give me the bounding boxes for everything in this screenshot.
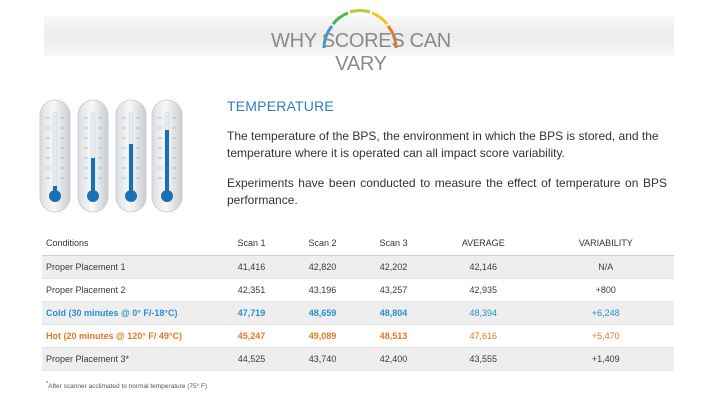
scan-cell: 48,513 [358, 324, 429, 348]
footnote-marker: * [46, 381, 49, 387]
page-title: WHY SCORES CAN VARY [271, 30, 451, 75]
thermometer-icon [39, 99, 71, 213]
column-header: AVERAGE [429, 231, 538, 256]
variability-cell: +6,248 [537, 301, 674, 325]
scan-cell: 43,196 [287, 278, 358, 302]
scan-cell: 49,089 [287, 324, 358, 348]
average-cell: 42,146 [429, 255, 538, 279]
table-header-row: Conditions Scan 1 Scan 2 Scan 3 AVERAGE … [42, 231, 674, 256]
scores-table: Conditions Scan 1 Scan 2 Scan 3 AVERAGE … [42, 231, 674, 371]
experiment-paragraph: Experiments have been conducted to measu… [227, 176, 667, 207]
thermometers-illustration [39, 99, 183, 213]
column-header: Conditions [42, 231, 216, 256]
footnote: *After scanner acclimated to normal temp… [46, 381, 207, 390]
column-header: VARIABILITY [537, 231, 674, 256]
average-cell: 42,935 [429, 278, 538, 302]
column-header: Scan 3 [358, 231, 429, 256]
thermometer-icon [77, 99, 109, 213]
condition-cell: Proper Placement 2 [42, 278, 216, 302]
table-row-hot: Hot (20 minutes @ 120° F/ 49°C) 45,247 4… [42, 324, 674, 348]
variability-cell: +1,409 [537, 347, 674, 371]
column-header: Scan 2 [287, 231, 358, 256]
condition-cell: Proper Placement 3* [42, 347, 216, 371]
average-cell: 43,555 [429, 347, 538, 371]
column-header: Scan 1 [216, 231, 287, 256]
scan-cell: 42,351 [216, 278, 287, 302]
variability-cell: N/A [537, 255, 674, 279]
section-title: TEMPERATURE [227, 98, 334, 114]
scan-cell: 44,525 [216, 347, 287, 371]
condition-cell: Proper Placement 1 [42, 255, 216, 279]
scan-cell: 43,740 [287, 347, 358, 371]
title-banner [44, 16, 674, 56]
condition-cell: Hot (20 minutes @ 120° F/ 49°C) [42, 324, 216, 348]
table-row: Proper Placement 2 42,351 43,196 43,257 … [42, 278, 674, 302]
scan-cell: 48,659 [287, 301, 358, 325]
scan-cell: 45,247 [216, 324, 287, 348]
variability-cell: +5,470 [537, 324, 674, 348]
scan-cell: 42,820 [287, 255, 358, 279]
thermometer-icon [151, 99, 183, 213]
scan-cell: 48,804 [358, 301, 429, 325]
color-arc-logo [322, 9, 398, 49]
table-row-cold: Cold (30 minutes @ 0° F/-18°C) 47,719 48… [42, 301, 674, 325]
condition-cell: Cold (30 minutes @ 0° F/-18°C) [42, 301, 216, 325]
scan-cell: 42,400 [358, 347, 429, 371]
scan-cell: 41,416 [216, 255, 287, 279]
table-row: Proper Placement 3* 44,525 43,740 42,400… [42, 347, 674, 371]
footnote-text: After scanner acclimated to normal tempe… [48, 383, 208, 391]
scan-cell: 47,719 [216, 301, 287, 325]
average-cell: 47,616 [429, 324, 538, 348]
table-row: Proper Placement 1 41,416 42,820 42,202 … [42, 255, 674, 279]
variability-cell: +800 [537, 278, 674, 302]
scan-cell: 43,257 [358, 278, 429, 302]
scan-cell: 42,202 [358, 255, 429, 279]
thermometer-icon [115, 99, 147, 213]
intro-paragraph: The temperature of the BPS, the environm… [227, 129, 659, 160]
average-cell: 48,394 [429, 301, 538, 325]
